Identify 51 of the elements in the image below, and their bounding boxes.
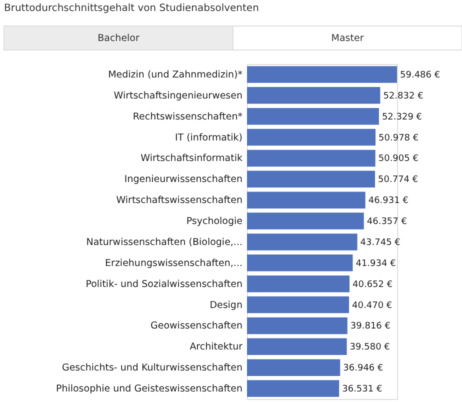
y-tick-label: Rechtswissenschaften* [132,111,243,122]
y-tick-label: Architektur [190,342,243,353]
bar [247,359,340,376]
data-label: 59.486 € [400,70,440,80]
bar [247,66,397,83]
bar [247,254,353,272]
data-label: 46.931 € [368,196,409,206]
bar [247,108,379,125]
data-label: 39.580 € [350,342,390,353]
data-label: 50.978 € [378,133,419,144]
data-label: 52.329 € [382,112,422,122]
bar [247,170,376,188]
bar [247,296,350,314]
text: Master [331,33,364,44]
y-tick-label: Philosophie und Geisteswissenschaften [56,384,242,395]
y-tick-label: Medizin (und Zahnmedizin)* [108,69,243,80]
data-label: 41.934 € [356,258,396,269]
bar [247,317,348,334]
bar [247,87,380,104]
y-tick-label: Design [210,300,242,311]
text: Bachelor [98,33,140,44]
data-label: 52.832 € [383,91,424,102]
y-tick-label: Politik- und Sozialwissenschaften [86,278,242,290]
y-tick-label: Wirtschaftsinformatik [140,153,243,164]
y-tick-label: Psychologie [186,216,243,228]
data-label: 43.745 € [360,238,401,248]
bar [247,380,340,397]
bar [247,150,376,167]
bar [247,212,364,230]
y-tick-label: IT (informatik) [174,132,242,144]
data-label: 50.905 € [378,154,419,164]
y-tick-label: Wirtschaftsingenieurwesen [114,90,242,102]
y-tick-label: Naturwissenschaften (Biologie,... [86,236,242,248]
bar [247,338,347,356]
y-tick-label: Ingenieurwissenschaften [124,174,242,186]
data-label: 39.816 € [350,322,391,332]
y-tick-label: Wirtschaftswissenschaften [116,195,242,206]
data-label: 36.531 € [342,384,382,395]
bar [247,275,350,292]
data-label: 40.470 € [352,300,392,311]
y-tick-label: Geschichts- und Kulturwissenschaften [62,362,242,374]
data-label: 36.946 € [343,364,384,374]
bar [247,234,358,250]
bar [247,128,376,146]
text: Bruttodurchschnittsgehalt von Studienabsolventen [4,3,259,14]
y-tick-label: Geowissenschaften [150,320,242,332]
data-label: 46.357 € [366,217,408,228]
y-tick-label: Erziehungswissenschaften,... [105,258,242,269]
bar [247,192,366,208]
data-label: 40.652 € [352,280,393,290]
data-label: 50.774 € [378,175,418,186]
